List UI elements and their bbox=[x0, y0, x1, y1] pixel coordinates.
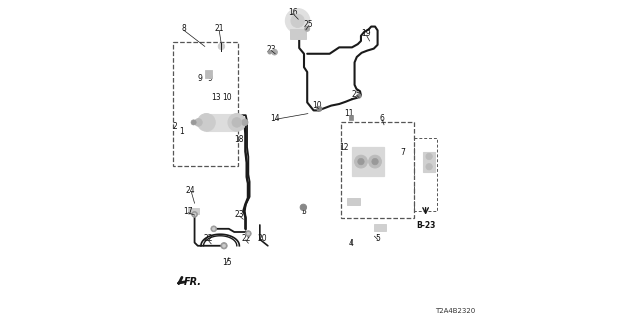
Text: 11: 11 bbox=[344, 109, 353, 118]
Circle shape bbox=[246, 231, 252, 236]
Text: 6: 6 bbox=[380, 114, 385, 123]
Text: 25: 25 bbox=[304, 20, 314, 28]
Text: 3: 3 bbox=[301, 207, 306, 216]
Text: 10: 10 bbox=[222, 93, 232, 102]
Circle shape bbox=[232, 117, 242, 127]
Bar bbox=[340, 122, 415, 218]
Circle shape bbox=[221, 243, 227, 249]
Circle shape bbox=[193, 213, 196, 216]
Bar bbox=[347, 198, 360, 205]
Bar bbox=[423, 152, 435, 172]
Circle shape bbox=[317, 106, 322, 111]
Circle shape bbox=[228, 114, 246, 131]
Text: 10: 10 bbox=[312, 101, 322, 110]
Circle shape bbox=[426, 153, 433, 160]
Bar bbox=[290, 29, 306, 39]
Bar bbox=[205, 70, 212, 78]
Text: 7: 7 bbox=[401, 148, 406, 156]
Circle shape bbox=[300, 204, 307, 211]
Circle shape bbox=[192, 212, 198, 217]
Circle shape bbox=[372, 158, 378, 165]
Text: 8: 8 bbox=[182, 24, 186, 33]
Circle shape bbox=[272, 49, 278, 55]
Circle shape bbox=[357, 94, 361, 98]
Circle shape bbox=[305, 26, 310, 31]
Circle shape bbox=[218, 43, 225, 50]
Circle shape bbox=[242, 119, 248, 126]
Text: 9: 9 bbox=[207, 74, 212, 83]
Text: T2A4B2320: T2A4B2320 bbox=[435, 308, 475, 314]
Bar bbox=[349, 115, 353, 120]
Circle shape bbox=[358, 158, 364, 165]
Circle shape bbox=[426, 164, 433, 170]
Text: 14: 14 bbox=[270, 114, 280, 123]
Circle shape bbox=[223, 244, 226, 247]
Bar bbox=[173, 42, 239, 166]
Text: 23: 23 bbox=[234, 210, 244, 219]
Text: 21: 21 bbox=[214, 24, 224, 33]
Circle shape bbox=[198, 114, 215, 131]
Text: 20: 20 bbox=[257, 234, 268, 243]
Text: 4: 4 bbox=[349, 239, 354, 248]
Text: 18: 18 bbox=[235, 135, 244, 144]
Text: 19: 19 bbox=[362, 29, 371, 38]
Text: 13: 13 bbox=[211, 93, 221, 102]
Bar bbox=[206, 114, 237, 131]
Text: 22: 22 bbox=[204, 234, 212, 243]
Circle shape bbox=[247, 232, 250, 235]
Bar bbox=[188, 208, 200, 214]
Text: 5: 5 bbox=[375, 234, 380, 243]
Text: 22: 22 bbox=[241, 234, 250, 243]
Text: 24: 24 bbox=[186, 186, 196, 195]
Text: 17: 17 bbox=[183, 207, 193, 216]
Circle shape bbox=[355, 155, 367, 168]
Text: 23: 23 bbox=[266, 45, 276, 54]
Circle shape bbox=[212, 227, 215, 230]
Circle shape bbox=[369, 155, 381, 168]
Circle shape bbox=[291, 14, 304, 28]
Bar bbox=[374, 224, 386, 231]
Circle shape bbox=[268, 50, 272, 54]
Text: 9: 9 bbox=[198, 74, 202, 83]
Text: 16: 16 bbox=[288, 8, 298, 17]
Circle shape bbox=[195, 119, 202, 126]
Circle shape bbox=[211, 226, 216, 232]
Text: B-23: B-23 bbox=[416, 221, 435, 230]
Bar bbox=[415, 138, 436, 211]
Text: 2: 2 bbox=[173, 122, 178, 131]
Circle shape bbox=[191, 120, 196, 125]
Text: 12: 12 bbox=[339, 143, 349, 152]
Text: FR.: FR. bbox=[184, 277, 202, 287]
Bar bbox=[352, 147, 384, 176]
Circle shape bbox=[285, 9, 310, 33]
Text: 15: 15 bbox=[221, 258, 232, 267]
Text: 25: 25 bbox=[352, 90, 362, 99]
Text: 1: 1 bbox=[179, 127, 184, 136]
